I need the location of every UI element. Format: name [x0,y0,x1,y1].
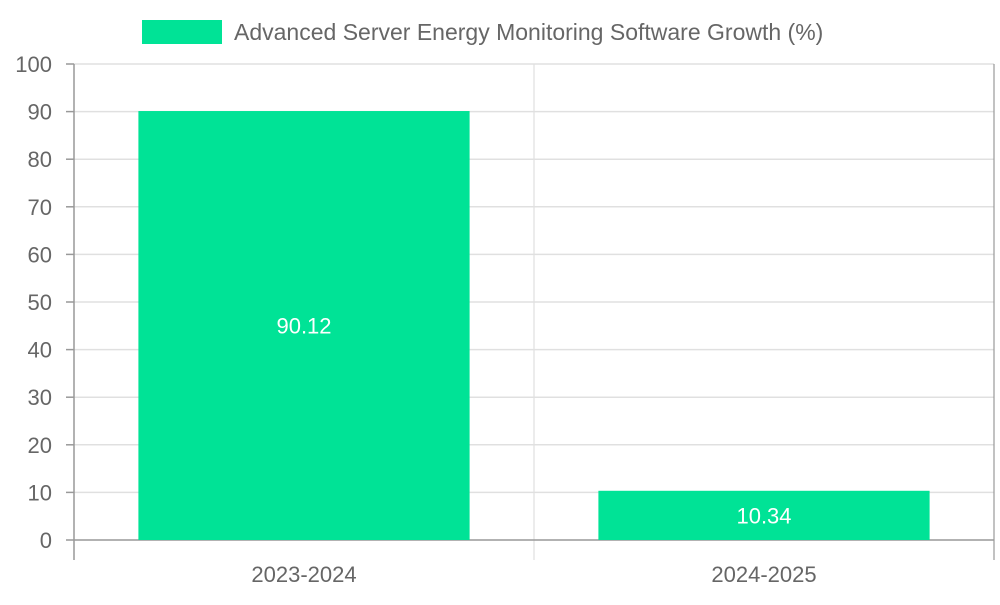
bar-2023-2024[interactable] [138,111,470,540]
y-tick-label: 40 [28,338,52,363]
data-label: 10.34 [736,503,791,528]
y-tick-label: 10 [28,480,52,505]
x-tick-label: 2024-2025 [711,562,816,587]
y-tick-label: 100 [15,52,52,77]
y-tick-label: 50 [28,290,52,315]
y-tick-label: 30 [28,385,52,410]
legend-swatch [142,20,222,44]
y-tick-label: 80 [28,147,52,172]
bars [138,111,930,540]
legend-label: Advanced Server Energy Monitoring Softwa… [234,19,823,45]
y-tick-label: 20 [28,433,52,458]
y-tick-label: 60 [28,242,52,267]
y-tick-label: 0 [40,528,52,553]
bar-2024-2025[interactable] [598,490,930,540]
data-labels: 90.12 10.34 [276,314,791,529]
legend[interactable]: Advanced Server Energy Monitoring Softwa… [142,19,823,45]
y-tick-label: 70 [28,195,52,220]
y-tick-label: 90 [28,100,52,125]
data-label: 90.12 [276,314,331,339]
x-tick-label: 2023-2024 [251,562,356,587]
axes: 0 10 20 30 40 50 60 70 80 90 100 2023-2024 2024-2025 [15,52,994,587]
